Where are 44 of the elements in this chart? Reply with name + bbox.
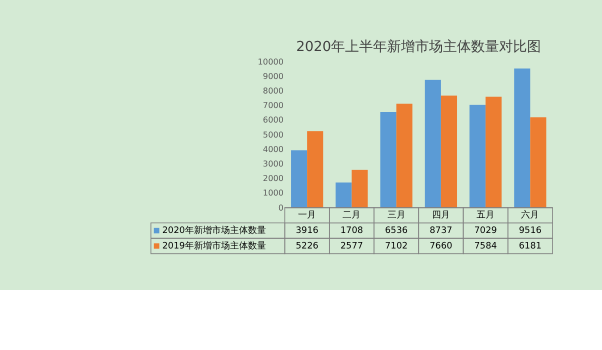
x-tick-label: 六月 [521, 210, 540, 221]
legend-label: 2020年新增市场主体数量 [162, 225, 266, 236]
bar [470, 104, 486, 208]
bar [440, 96, 458, 208]
y-tick-label: 5000 [262, 129, 284, 140]
x-tick-label: 二月 [342, 210, 361, 221]
y-tick-label: 9000 [262, 70, 284, 81]
bar [307, 131, 324, 208]
data-label: 7584 [474, 241, 498, 252]
bar [530, 117, 546, 208]
data-label: 3916 [296, 226, 319, 236]
bar [291, 150, 308, 208]
bar [336, 182, 352, 208]
y-tick-label: 10000 [258, 56, 284, 66]
bar [514, 68, 530, 208]
y-tick-label: 2000 [262, 173, 284, 184]
data-label: 2577 [340, 241, 364, 252]
y-tick-label: 4000 [262, 144, 284, 154]
bar [352, 170, 368, 208]
x-tick-label: 三月 [387, 210, 406, 221]
bar [380, 112, 396, 208]
data-label: 8737 [430, 226, 452, 236]
bar [424, 80, 441, 208]
data-label: 7660 [430, 241, 453, 252]
data-label: 7029 [474, 226, 498, 236]
legend-label: 2019年新增市场主体数量 [162, 240, 266, 252]
x-tick-label: 一月 [298, 210, 316, 221]
y-tick-label: 6000 [262, 114, 284, 125]
y-tick-label: 1000 [262, 188, 284, 198]
y-tick-label: 0 [278, 202, 284, 212]
y-tick-label: 8000 [262, 85, 284, 96]
bar [396, 104, 412, 208]
data-label: 5226 [296, 241, 319, 252]
x-tick-label: 五月 [476, 210, 495, 221]
data-label: 1708 [340, 226, 364, 236]
data-label: 7102 [384, 241, 408, 252]
bar [486, 96, 502, 208]
chart-title: 2020年上半年新增市场主体数量对比图 [296, 38, 542, 55]
data-label: 6181 [518, 241, 542, 252]
data-label: 9516 [518, 226, 542, 236]
y-tick-label: 3000 [262, 158, 284, 168]
x-tick-label: 四月 [432, 210, 450, 221]
data-label: 6536 [384, 226, 408, 236]
y-tick-label: 7000 [262, 100, 284, 110]
